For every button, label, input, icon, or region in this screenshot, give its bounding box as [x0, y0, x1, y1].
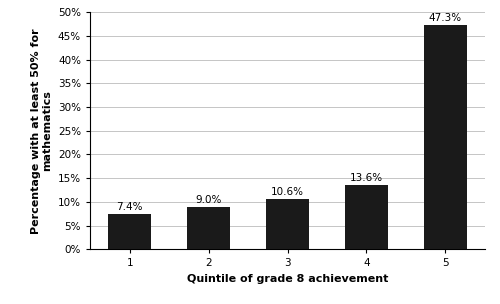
Bar — [266, 199, 309, 249]
X-axis label: Quintile of grade 8 achievement: Quintile of grade 8 achievement — [187, 274, 388, 284]
Bar — [344, 185, 388, 249]
Text: 7.4%: 7.4% — [116, 202, 143, 212]
Text: 10.6%: 10.6% — [271, 187, 304, 197]
Bar — [108, 214, 152, 249]
Y-axis label: Percentage with at least 50% for
mathematics: Percentage with at least 50% for mathema… — [30, 28, 52, 233]
Bar — [424, 25, 467, 249]
Bar — [187, 207, 230, 249]
Text: 47.3%: 47.3% — [429, 13, 462, 23]
Text: 13.6%: 13.6% — [350, 173, 383, 183]
Text: 9.0%: 9.0% — [196, 195, 222, 205]
